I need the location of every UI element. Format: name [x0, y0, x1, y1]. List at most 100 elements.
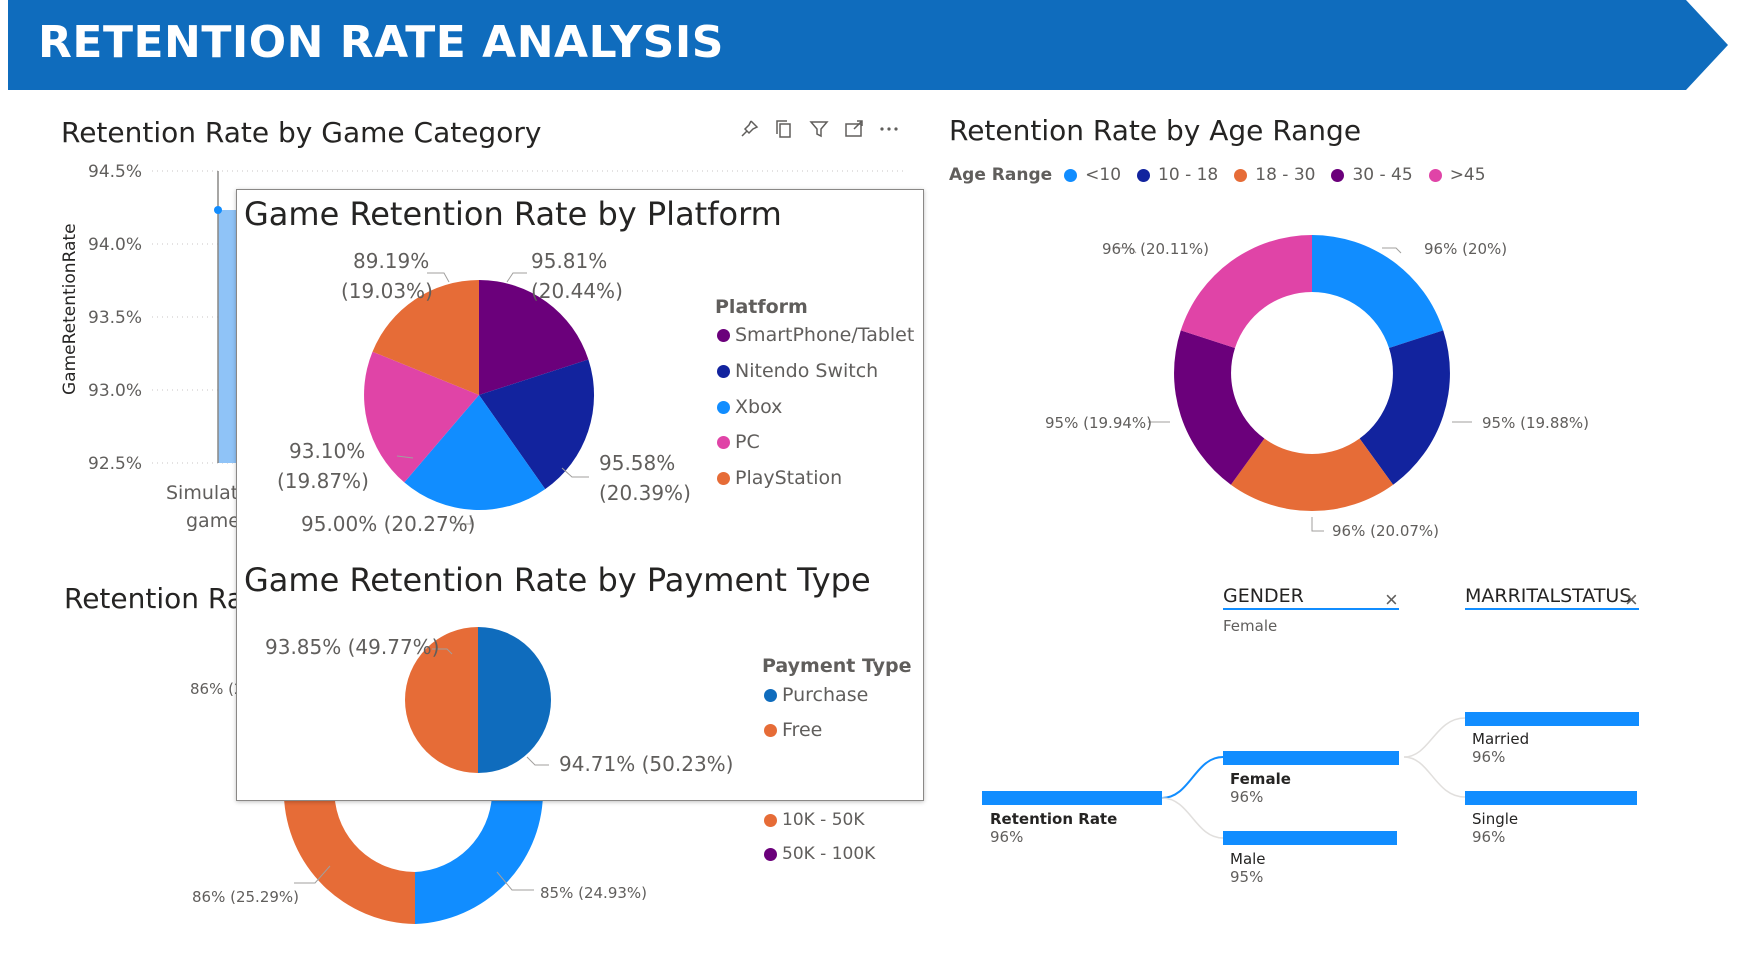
page-title: RETENTION RATE ANALYSIS	[38, 17, 724, 68]
visual-header-toolbar	[738, 118, 900, 140]
legend-label: Purchase	[782, 684, 869, 706]
node-name: Male	[1230, 850, 1266, 868]
single-node-label: Single 96%	[1472, 810, 1518, 846]
female-node-label: Female 96%	[1230, 770, 1291, 806]
legend-item[interactable]: 50K - 100K	[764, 844, 875, 864]
decomposition-connectors	[1161, 717, 1466, 839]
legend-dot	[717, 471, 730, 485]
married-node-label: Married 96%	[1472, 730, 1529, 766]
legend-item[interactable]: 30 - 45	[1331, 165, 1413, 185]
pie-slice-xbox	[404, 395, 546, 511]
age-range-title: Retention Rate by Age Range	[949, 114, 1362, 147]
pie-data-label: (19.03%)	[341, 279, 433, 303]
y-tick: 93.5%	[88, 308, 143, 328]
node-name: Single	[1472, 810, 1519, 828]
y-tick: 94.0%	[88, 235, 143, 255]
legend-item[interactable]: <10	[1064, 165, 1121, 185]
game-category-title: Retention Rate by Game Category	[61, 116, 542, 149]
node-name: Retention Rate	[990, 810, 1118, 828]
male-node-bar[interactable]	[1223, 831, 1397, 845]
donut-segment-gt45	[1180, 235, 1312, 348]
root-node-label: Retention Rate 96%	[990, 810, 1117, 846]
legend-dot	[764, 688, 777, 702]
pie-data-label: 89.19%	[353, 249, 430, 273]
focus-mode-icon[interactable]	[843, 118, 865, 140]
donut-data-label: 95% (19.94%)	[1045, 414, 1153, 432]
legend-dot	[1064, 168, 1078, 182]
remove-gender-level-icon[interactable]: ×	[1385, 587, 1398, 612]
donut-segment-30-45	[1174, 330, 1265, 485]
income-data-label: 85% (24.93%)	[540, 884, 648, 902]
donut-data-label: 95% (19.88%)	[1482, 414, 1590, 432]
pie-slice-nintendo	[479, 359, 595, 490]
pie-data-label: 93.10%	[289, 439, 366, 463]
x-tick-label: Simulat	[166, 482, 239, 504]
income-donut	[270, 780, 570, 940]
legend-item[interactable]: PlayStation	[717, 467, 842, 489]
legend-item[interactable]: SmartPhone/Tablet	[717, 324, 914, 346]
legend-item[interactable]: Xbox	[717, 396, 782, 418]
legend-dot	[764, 847, 777, 861]
age-range-donut	[1116, 235, 1472, 532]
legend-item[interactable]: Purchase	[764, 684, 868, 706]
banner-shape	[8, 0, 1728, 90]
income-data-label: 86% (25.29%)	[192, 888, 300, 906]
header-banner: RETENTION RATE ANALYSIS	[8, 0, 1743, 90]
legend-label: 10K - 50K	[782, 810, 865, 830]
node-value: 96%	[1472, 748, 1506, 766]
single-node-bar[interactable]	[1465, 791, 1637, 805]
remove-marital-level-icon[interactable]: ×	[1625, 587, 1638, 612]
legend-item[interactable]: >45	[1428, 165, 1486, 185]
filter-icon[interactable]	[808, 118, 830, 140]
legend-dot	[717, 435, 730, 449]
node-name: Married	[1472, 730, 1530, 748]
node-value: 96%	[990, 828, 1024, 846]
female-node-bar[interactable]	[1223, 751, 1399, 765]
income-visual-title: Retention Ra	[64, 582, 244, 615]
income-data-label: 86% (2	[190, 680, 244, 698]
node-value: 96%	[1472, 828, 1506, 846]
male-node-label: Male 95%	[1230, 850, 1266, 886]
legend-item[interactable]: Nitendo Switch	[717, 360, 878, 382]
legend-label: 18 - 30	[1255, 165, 1316, 185]
legend-item[interactable]: 10K - 50K	[764, 810, 865, 830]
legend-title: Age Range	[949, 165, 1053, 185]
node-value: 95%	[1230, 868, 1264, 886]
platform-legend-title: Platform	[715, 296, 808, 318]
data-point	[214, 206, 222, 214]
y-tick: 92.5%	[88, 454, 143, 474]
payment-pie	[405, 627, 551, 773]
legend-label: Free	[782, 719, 823, 741]
donut-segment-lt10	[1312, 235, 1444, 348]
x-tick-label: game	[186, 510, 240, 532]
pin-icon[interactable]	[738, 118, 760, 140]
pie-slice-playstation	[372, 280, 479, 395]
legend-dot	[717, 400, 730, 414]
legend-item[interactable]: Free	[764, 719, 822, 741]
gender-level-header: GENDER	[1223, 585, 1304, 607]
platform-pie	[364, 280, 595, 511]
legend-dot	[717, 328, 730, 342]
gender-header-underline	[1223, 608, 1399, 610]
donut-segment-18-30	[1230, 438, 1394, 512]
pie-data-label: 95.58%	[599, 451, 676, 475]
legend-item[interactable]: PC	[717, 431, 760, 453]
legend-label: Nitendo Switch	[735, 360, 879, 382]
leader-line	[294, 865, 331, 884]
legend-item[interactable]: 18 - 30	[1234, 165, 1315, 185]
payment-chart-title: Game Retention Rate by Payment Type	[244, 561, 871, 599]
legend-dot	[1137, 168, 1151, 182]
married-node-bar[interactable]	[1465, 712, 1639, 726]
report-page-tooltip: Game Retention Rate by Platform 89.19% (…	[236, 189, 924, 801]
donut-segment-10-18	[1359, 330, 1450, 485]
y-tick: 94.5%	[88, 162, 143, 182]
copy-icon[interactable]	[773, 118, 795, 140]
platform-chart-title: Game Retention Rate by Platform	[244, 195, 782, 233]
legend-item[interactable]: 10 - 18	[1137, 165, 1218, 185]
more-options-icon[interactable]	[878, 118, 900, 140]
legend-dot	[764, 723, 777, 737]
pie-data-label: (19.87%)	[277, 469, 369, 493]
marital-header-underline	[1465, 608, 1639, 610]
donut-segment	[415, 795, 543, 924]
root-node-bar[interactable]	[982, 791, 1162, 805]
